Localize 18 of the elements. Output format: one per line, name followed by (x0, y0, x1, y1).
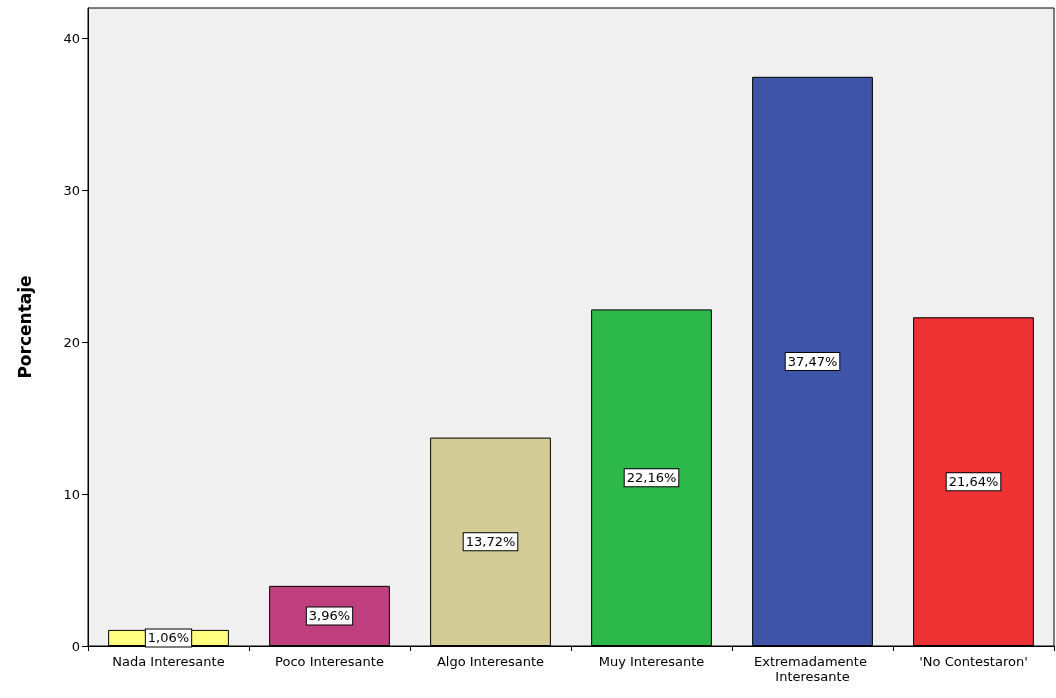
y-tick-label: 40 (63, 30, 80, 46)
data-label: 37,47% (787, 353, 838, 369)
x-tick-label: Extremadamente Interesante (753, 654, 872, 684)
data-label: 13,72% (465, 534, 516, 550)
x-tick-label: Muy Interesante (598, 654, 705, 669)
data-label: 22,16% (626, 470, 677, 486)
x-tick-label: Algo Interesante (436, 654, 545, 669)
y-tick-label: 20 (63, 334, 80, 350)
y-tick-label: 30 (63, 182, 80, 198)
data-label: 1,06% (147, 630, 190, 646)
x-tick-label: Poco Interesante (275, 654, 384, 669)
y-tick-label: 10 (63, 486, 80, 502)
data-label: 3,96% (308, 608, 351, 624)
x-tick-label: Nada Interesante (112, 654, 225, 669)
y-axis-title: Porcentaje (14, 275, 35, 379)
y-tick-label: 0 (71, 638, 80, 654)
x-tick-label: 'No Contestaron' (919, 654, 1028, 669)
data-label: 21,64% (948, 474, 999, 490)
